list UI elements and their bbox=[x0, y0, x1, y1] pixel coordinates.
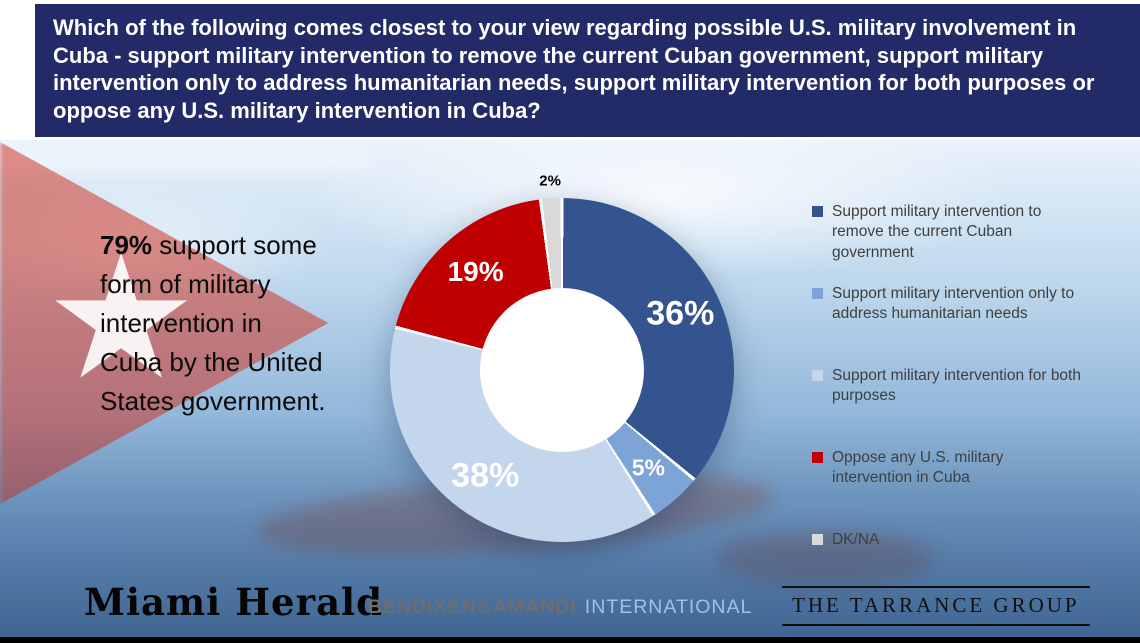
legend-label: Support military intervention for both p… bbox=[832, 367, 1081, 405]
slice-label: 2% bbox=[539, 172, 561, 190]
legend-item: Support military intervention to remove … bbox=[812, 202, 1082, 284]
legend-label: Support military intervention only to ad… bbox=[832, 285, 1075, 323]
amandi-name: AMANDI bbox=[492, 596, 577, 618]
legend-swatch bbox=[812, 288, 823, 299]
bottom-black-bar bbox=[0, 637, 1140, 643]
legend-label: Oppose any U.S. military intervention in… bbox=[832, 449, 1004, 487]
legend-item: Support military intervention for both p… bbox=[812, 366, 1082, 448]
summary-callout: 79% support some form of military interv… bbox=[100, 226, 328, 421]
slice-label: 5% bbox=[631, 454, 666, 481]
bendixen-amandi-logo: BENDIXEN&AMANDI INTERNATIONAL bbox=[368, 596, 752, 619]
donut-hole bbox=[480, 288, 644, 452]
legend-item: Oppose any U.S. military intervention in… bbox=[812, 448, 1082, 530]
question-text: Which of the following comes closest to … bbox=[53, 15, 1095, 124]
miami-herald-logo: Miami Herald bbox=[84, 580, 383, 624]
legend-swatch bbox=[812, 534, 823, 545]
legend-item: DK/NA bbox=[812, 530, 1082, 612]
tarrance-group-logo: THE TARRANCE GROUP bbox=[782, 586, 1090, 626]
bendixen-ampersand: & bbox=[477, 596, 492, 618]
chart-legend: Support military intervention to remove … bbox=[812, 202, 1082, 612]
donut-chart: 36% 5% 38% 19% 2% bbox=[390, 173, 734, 542]
cuba-flag-stripe bbox=[0, 146, 370, 172]
legend-label: Support military intervention to remove … bbox=[832, 203, 1042, 261]
summary-text: support some form of military interventi… bbox=[100, 230, 326, 416]
island-silhouette bbox=[715, 532, 935, 584]
legend-swatch bbox=[812, 206, 823, 217]
slice-label: 36% bbox=[646, 294, 715, 333]
slice-label: 38% bbox=[451, 456, 520, 495]
legend-swatch bbox=[812, 452, 823, 463]
bendixen-name: BENDIXEN bbox=[368, 596, 477, 618]
cuba-flag-star-icon: ★ bbox=[44, 232, 198, 404]
legend-swatch bbox=[812, 370, 823, 381]
legend-label: DK/NA bbox=[832, 531, 880, 548]
bendixen-international: INTERNATIONAL bbox=[584, 596, 753, 618]
background-scene: ★ 79% support some form of military inte… bbox=[0, 140, 1140, 637]
question-banner: Which of the following comes closest to … bbox=[35, 4, 1140, 137]
legend-item: Support military intervention only to ad… bbox=[812, 284, 1082, 366]
summary-highlight: 79% bbox=[100, 230, 153, 260]
slice-label: 19% bbox=[447, 255, 504, 287]
